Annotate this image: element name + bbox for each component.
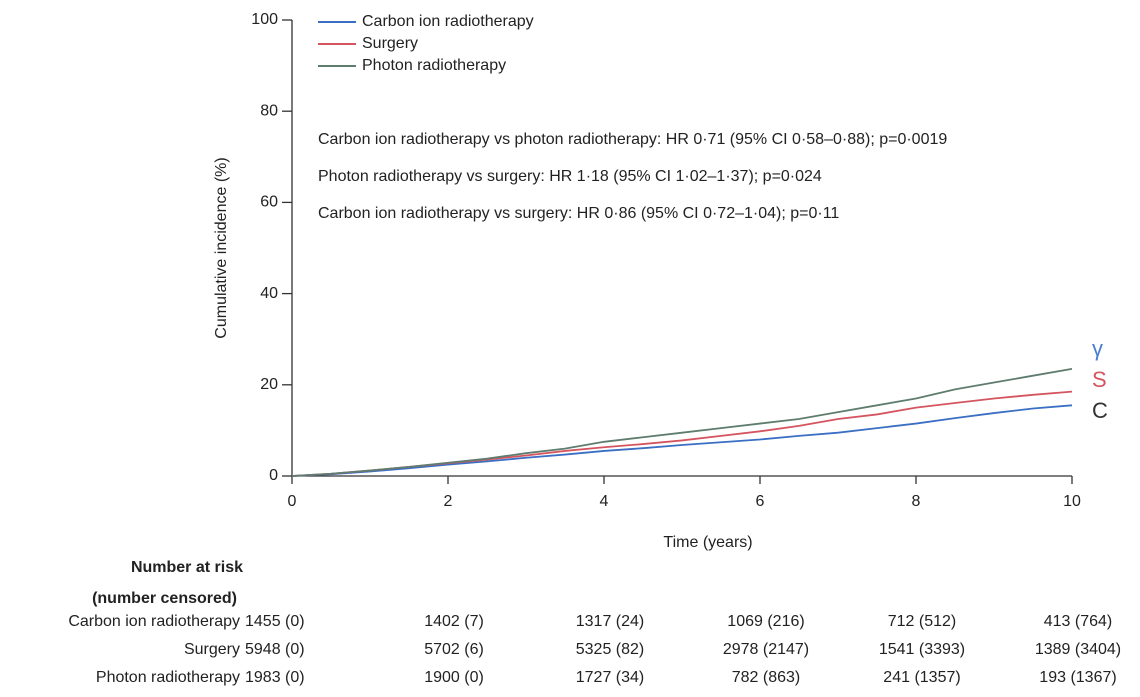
- y-tick-label: 60: [260, 194, 278, 211]
- end-label: C: [1092, 398, 1108, 423]
- series-line: [291, 367, 1073, 477]
- x-tick-label: 8: [912, 493, 921, 510]
- y-axis-label: Cumulative incidence (%): [213, 157, 230, 338]
- legend-label: Surgery: [362, 35, 418, 52]
- risk-value: 193 (1367): [1039, 669, 1116, 686]
- risk-value: 413 (764): [1044, 613, 1113, 630]
- x-tick-label: 10: [1063, 493, 1081, 510]
- y-tick-label: 100: [251, 11, 278, 28]
- risk-value: 5702 (6): [424, 641, 484, 658]
- risk-value: 241 (1357): [883, 669, 960, 686]
- end-label: γ: [1092, 336, 1103, 361]
- y-tick-label: 80: [260, 102, 278, 119]
- risk-value: 712 (512): [888, 613, 957, 630]
- y-tick-label: 0: [269, 467, 278, 484]
- risk-value: 1389 (3404): [1035, 641, 1121, 658]
- risk-value: 1983 (0): [245, 669, 305, 686]
- series-line: [291, 404, 1073, 477]
- x-tick-label: 6: [756, 493, 765, 510]
- risk-value: 782 (863): [732, 669, 801, 686]
- risk-value: 5948 (0): [245, 641, 305, 658]
- risk-value: 1455 (0): [245, 613, 305, 630]
- series-line: [291, 390, 1073, 477]
- legend-label: Carbon ion radiotherapy: [362, 13, 534, 30]
- risk-row-name: Photon radiotherapy: [96, 669, 240, 686]
- annotation: Photon radiotherapy vs surgery: HR 1·18 …: [318, 168, 822, 185]
- risk-value: 5325 (82): [576, 641, 645, 658]
- annotation: Carbon ion radiotherapy vs surgery: HR 0…: [318, 205, 839, 222]
- x-tick-label: 2: [444, 493, 453, 510]
- risk-row-name: Carbon ion radiotherapy: [68, 613, 240, 630]
- risk-row-name: Surgery: [184, 641, 240, 658]
- risk-value: 1317 (24): [576, 613, 645, 630]
- risk-value: 1727 (34): [576, 669, 645, 686]
- risk-value: 1069 (216): [727, 613, 804, 630]
- y-tick-label: 40: [260, 285, 278, 302]
- risk-table-title: Number at risk: [131, 559, 243, 576]
- x-tick-label: 0: [288, 493, 297, 510]
- annotation: Carbon ion radiotherapy vs photon radiot…: [318, 131, 947, 148]
- end-label: S: [1092, 367, 1107, 392]
- x-tick-label: 4: [600, 493, 609, 510]
- y-tick-label: 20: [260, 376, 278, 393]
- risk-value: 1541 (3393): [879, 641, 965, 658]
- risk-value: 1402 (7): [424, 613, 484, 630]
- legend-label: Photon radiotherapy: [362, 57, 506, 74]
- x-axis-label: Time (years): [663, 534, 752, 551]
- risk-table-subtitle: (number censored): [92, 590, 237, 607]
- risk-value: 2978 (2147): [723, 641, 809, 658]
- risk-value: 1900 (0): [424, 669, 484, 686]
